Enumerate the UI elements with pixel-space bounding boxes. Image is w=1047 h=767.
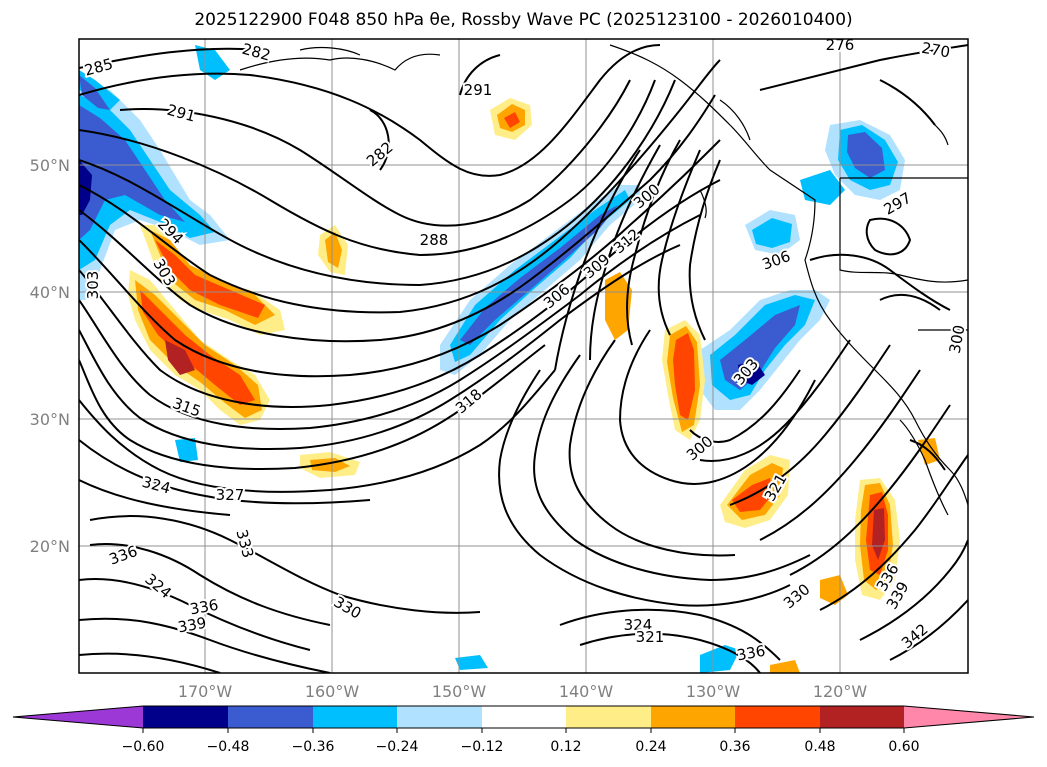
theta-e-contours: [79, 44, 968, 673]
colorbar-tick-label: 0.12: [550, 739, 581, 755]
colorbar-tick-label: −0.12: [461, 739, 504, 755]
lat-tick-label: 50°N: [30, 156, 70, 175]
contour-label: 324: [624, 616, 653, 634]
contour-label: 303: [84, 271, 102, 300]
longitude-axis: 170°W 160°W 150°W 140°W 130°W 120°W: [178, 682, 868, 701]
colorbar-tick-label: −0.24: [376, 739, 419, 755]
colorbar-bin: [651, 706, 735, 728]
lon-tick-label: 160°W: [305, 682, 360, 701]
contour-label: 288: [420, 231, 449, 249]
colorbar: −0.60 −0.48 −0.36 −0.24 −0.12 0.12 0.24 …: [12, 705, 1035, 755]
lon-tick-label: 150°W: [432, 682, 487, 701]
latitude-axis: 50°N 40°N 30°N 20°N: [30, 156, 70, 556]
coastlines: [239, 44, 968, 516]
colorbar-bin: [313, 706, 397, 728]
plot-frame: [78, 38, 969, 674]
colorbar-tick-label: −0.48: [207, 739, 250, 755]
colorbar-bin: [143, 706, 228, 728]
lon-tick-label: 140°W: [559, 682, 614, 701]
colorbar-over-extension: [904, 706, 1034, 728]
colorbar-tick-label: −0.60: [122, 739, 165, 755]
colorbar-under-extension: [13, 706, 143, 728]
lat-tick-label: 30°N: [30, 410, 70, 429]
map-title: 2025122900 F048 850 hPa θe, Rossby Wave …: [194, 10, 853, 30]
lon-tick-label: 120°W: [813, 682, 868, 701]
colorbar-bin: [397, 706, 482, 728]
lon-tick-label: 170°W: [178, 682, 233, 701]
lon-tick-label: 130°W: [686, 682, 741, 701]
colorbar-tick-label: 0.24: [635, 739, 666, 755]
contour-label: 327: [216, 486, 245, 504]
contour-label: 291: [464, 81, 493, 99]
lat-tick-label: 20°N: [30, 537, 70, 556]
colorbar-bin: [482, 706, 566, 728]
colorbar-tick-label: 0.48: [804, 739, 835, 755]
colorbar-tick-label: −0.36: [292, 739, 335, 755]
contour-label: 321: [636, 628, 665, 646]
colorbar-bin: [735, 706, 820, 728]
lat-tick-label: 40°N: [30, 283, 70, 302]
colorbar-bin: [228, 706, 313, 728]
colorbar-bin: [566, 706, 651, 728]
colorbar-tick-label: 0.36: [719, 739, 750, 755]
plot-area: [79, 39, 968, 673]
colorbar-bin: [820, 706, 904, 728]
colorbar-tick-label: 0.60: [888, 739, 919, 755]
